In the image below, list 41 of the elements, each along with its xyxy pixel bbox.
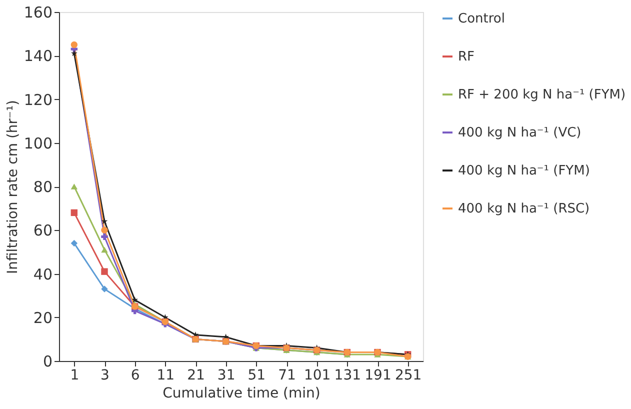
x-tick-label: 71 <box>278 368 296 384</box>
point <box>101 286 108 292</box>
x-axis-title: Cumulative time (min) <box>162 386 320 402</box>
point <box>101 218 108 224</box>
legend-label: 400 kg N ha⁻¹ (FYM) <box>458 164 590 178</box>
point <box>101 226 108 234</box>
x-tick-label: 101 <box>304 368 331 384</box>
y-tick-label: 80 <box>33 178 52 196</box>
x-tick-label: 51 <box>248 368 266 384</box>
point <box>70 240 78 247</box>
point <box>101 233 108 240</box>
point <box>70 209 78 216</box>
legend-label: RF + 200 kg N ha⁻¹ (FYM) <box>458 88 626 102</box>
y-tick-label: 140 <box>24 47 52 66</box>
point <box>132 296 138 303</box>
x-tick-label: 11 <box>156 368 175 384</box>
x-tick-label: 251 <box>394 368 422 384</box>
x-tick-label: 191 <box>364 368 392 384</box>
y-tick-label: 120 <box>24 90 52 109</box>
x-tick-label: 6 <box>130 368 140 384</box>
y-tick-label: 20 <box>33 308 52 327</box>
point <box>70 41 78 48</box>
point <box>70 184 78 190</box>
x-tick-label: 1 <box>70 368 80 384</box>
point <box>101 246 108 253</box>
y-tick-label: 0 <box>42 352 52 370</box>
legend-label: 400 kg N ha⁻¹ (RSC) <box>458 202 590 216</box>
x-tick-label: 31 <box>217 368 236 384</box>
y-tick-label: 40 <box>33 265 52 284</box>
x-tick-label: 3 <box>100 368 110 384</box>
y-tick-label: 100 <box>24 134 52 152</box>
x-tick-label: 131 <box>334 368 362 384</box>
y-tick-label: 60 <box>33 222 52 240</box>
y-tick-label: 160 <box>24 4 52 22</box>
legend-label: RF <box>458 50 475 64</box>
point <box>101 268 108 275</box>
point <box>70 50 78 56</box>
y-axis-title: Infiltration rate cm (hr⁻¹) <box>4 100 21 274</box>
legend-label: Control <box>458 12 505 26</box>
x-tick-label: 21 <box>187 368 205 384</box>
legend-label: 400 kg N ha⁻¹ (VC) <box>458 126 582 140</box>
